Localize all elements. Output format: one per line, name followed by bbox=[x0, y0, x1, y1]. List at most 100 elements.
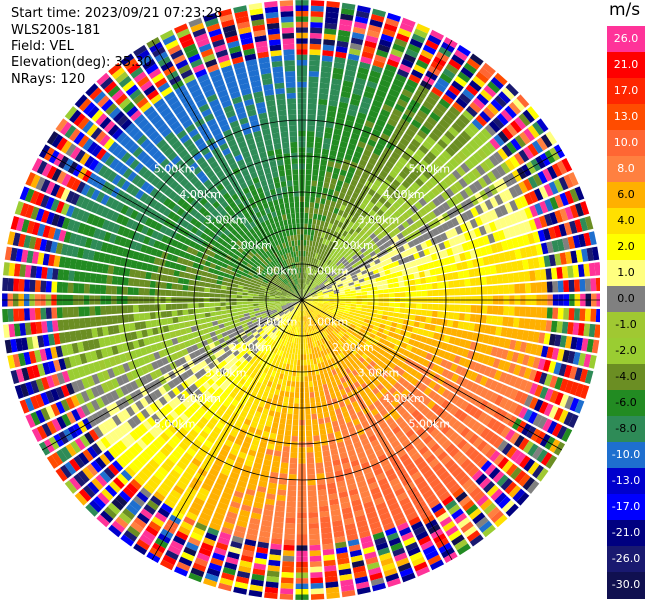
ppi-gate bbox=[370, 196, 378, 205]
ppi-gate bbox=[399, 22, 414, 33]
ppi-gate bbox=[399, 137, 410, 147]
ppi-gate bbox=[310, 251, 314, 258]
ppi-gate bbox=[403, 83, 416, 94]
ppi-gate bbox=[373, 371, 381, 379]
ppi-gate bbox=[318, 282, 324, 287]
ppi-gate bbox=[253, 303, 259, 307]
ppi-gate bbox=[406, 325, 414, 333]
ppi-gate bbox=[392, 108, 403, 118]
ppi-gate bbox=[439, 72, 453, 84]
ppi-gate bbox=[321, 444, 330, 452]
ppi-gate bbox=[388, 362, 397, 370]
ppi-gate bbox=[363, 149, 372, 157]
ppi-gate bbox=[316, 315, 321, 321]
ppi-gate bbox=[418, 197, 428, 207]
ppi-gate bbox=[500, 327, 508, 337]
ppi-gate bbox=[519, 247, 528, 259]
ppi-gate bbox=[556, 321, 563, 334]
ppi-gate bbox=[211, 320, 219, 326]
ppi-gate bbox=[410, 309, 417, 315]
ppi-gate bbox=[429, 111, 441, 123]
ppi-gate bbox=[315, 316, 320, 322]
ppi-gate bbox=[247, 304, 254, 307]
ppi-gate bbox=[419, 105, 431, 116]
ppi-gate bbox=[303, 354, 307, 360]
ppi-gate bbox=[356, 334, 363, 340]
ppi-gate bbox=[550, 320, 558, 333]
ppi-gate bbox=[356, 343, 363, 350]
ppi-gate bbox=[51, 320, 59, 332]
ppi-gate bbox=[458, 92, 472, 105]
ppi-gate bbox=[308, 308, 313, 313]
ppi-gate bbox=[310, 11, 324, 18]
ppi-gate bbox=[322, 307, 328, 311]
ppi-gate bbox=[522, 440, 534, 454]
ppi-gate bbox=[511, 261, 519, 272]
ppi-gate bbox=[342, 243, 348, 251]
ppi-gate bbox=[309, 391, 315, 398]
ppi-gate bbox=[145, 320, 152, 329]
ppi-gate bbox=[471, 421, 482, 433]
ppi-gate bbox=[377, 289, 384, 294]
ppi-gate bbox=[427, 390, 437, 400]
ppi-gate bbox=[383, 253, 391, 260]
ppi-gate bbox=[505, 503, 519, 517]
ppi-gate bbox=[320, 249, 326, 256]
ppi-gate bbox=[400, 398, 409, 407]
ppi-gate bbox=[524, 342, 533, 354]
ppi-gate bbox=[402, 166, 412, 176]
ppi-gate bbox=[280, 384, 286, 392]
ppi-gate bbox=[349, 342, 356, 349]
ppi-gate bbox=[56, 307, 63, 319]
ppi-gate bbox=[426, 190, 436, 200]
ppi-gate bbox=[421, 290, 428, 297]
ppi-gate bbox=[353, 280, 360, 285]
ppi-gate bbox=[430, 275, 438, 283]
ppi-gate bbox=[364, 205, 372, 214]
ppi-gate bbox=[355, 289, 362, 293]
ppi-gate bbox=[340, 276, 347, 282]
ppi-gate bbox=[336, 281, 343, 286]
ppi-gate bbox=[327, 160, 335, 168]
ppi-gate bbox=[382, 165, 392, 174]
ppi-gate bbox=[445, 146, 456, 157]
ppi-gate bbox=[312, 297, 319, 300]
ppi-gate bbox=[313, 213, 318, 220]
ppi-gate bbox=[435, 102, 448, 114]
ppi-gate bbox=[337, 254, 344, 261]
ppi-gate bbox=[345, 274, 352, 279]
ppi-gate bbox=[307, 114, 316, 121]
ppi-gate bbox=[333, 320, 340, 325]
ppi-gate bbox=[574, 399, 585, 414]
ppi-gate bbox=[346, 114, 356, 122]
ppi-gate bbox=[492, 358, 501, 369]
ppi-gate bbox=[311, 180, 318, 187]
ppi-gate bbox=[465, 105, 478, 118]
ppi-gate bbox=[575, 337, 584, 351]
ppi-gate bbox=[232, 312, 239, 317]
ppi-gate bbox=[382, 28, 396, 38]
ppi-gate bbox=[468, 268, 475, 278]
ppi-gate bbox=[215, 306, 221, 312]
ppi-gate bbox=[531, 140, 544, 154]
ppi-gate bbox=[413, 252, 421, 260]
ppi-gate bbox=[339, 256, 346, 263]
ppi-gate bbox=[323, 221, 329, 228]
ppi-gate bbox=[307, 301, 313, 304]
ppi-gate bbox=[563, 364, 573, 378]
ppi-gate bbox=[360, 284, 367, 289]
ppi-gate bbox=[373, 228, 381, 236]
ppi-gate bbox=[291, 441, 298, 448]
ppi-gate bbox=[458, 114, 471, 126]
ppi-gate bbox=[422, 263, 430, 271]
ppi-gate bbox=[390, 399, 400, 408]
ppi-gate bbox=[484, 265, 492, 276]
ppi-gate bbox=[366, 305, 373, 309]
ppi-gate bbox=[397, 224, 406, 232]
ppi-gate bbox=[457, 270, 465, 279]
ppi-gate bbox=[285, 512, 296, 519]
ppi-gate bbox=[399, 329, 407, 336]
ppi-gate bbox=[334, 304, 340, 307]
ppi-gate bbox=[366, 115, 377, 124]
ppi-gate bbox=[527, 258, 535, 270]
